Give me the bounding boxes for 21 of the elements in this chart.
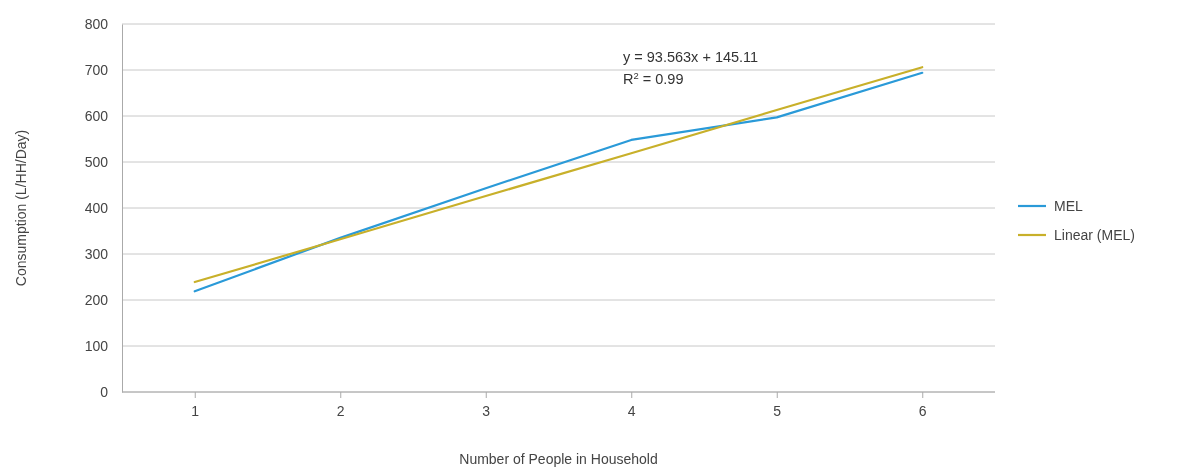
x-tick-label: 1 bbox=[191, 402, 200, 419]
x-tick-label: 6 bbox=[918, 402, 927, 419]
y-tick-label: 500 bbox=[84, 153, 109, 170]
x-tick-label: 4 bbox=[627, 402, 636, 419]
y-tick-label: 200 bbox=[84, 291, 109, 308]
annotation: R$^{2}$ = 0.99 bbox=[623, 69, 684, 87]
y-tick-label: 400 bbox=[84, 199, 109, 216]
y-tick-label: 800 bbox=[84, 15, 109, 32]
y-tick-label: 700 bbox=[84, 61, 109, 78]
y-tick-label: 600 bbox=[84, 107, 109, 124]
legend-label: Linear (MEL) bbox=[1054, 227, 1135, 243]
x-tick-label: 5 bbox=[773, 402, 782, 419]
annotation: y = 93.563x + 145.11 bbox=[623, 49, 759, 65]
legend-label: MEL bbox=[1054, 198, 1083, 214]
y-tick-label: 0 bbox=[100, 383, 109, 400]
y-axis-title: Consumption (L/HH/Day) bbox=[13, 129, 29, 287]
x-axis-title: Number of People in Household bbox=[459, 451, 658, 467]
y-tick-label: 300 bbox=[84, 245, 109, 262]
x-tick-label: 3 bbox=[482, 402, 491, 419]
y-tick-label: 100 bbox=[84, 337, 109, 354]
x-tick-label: 2 bbox=[336, 402, 345, 419]
